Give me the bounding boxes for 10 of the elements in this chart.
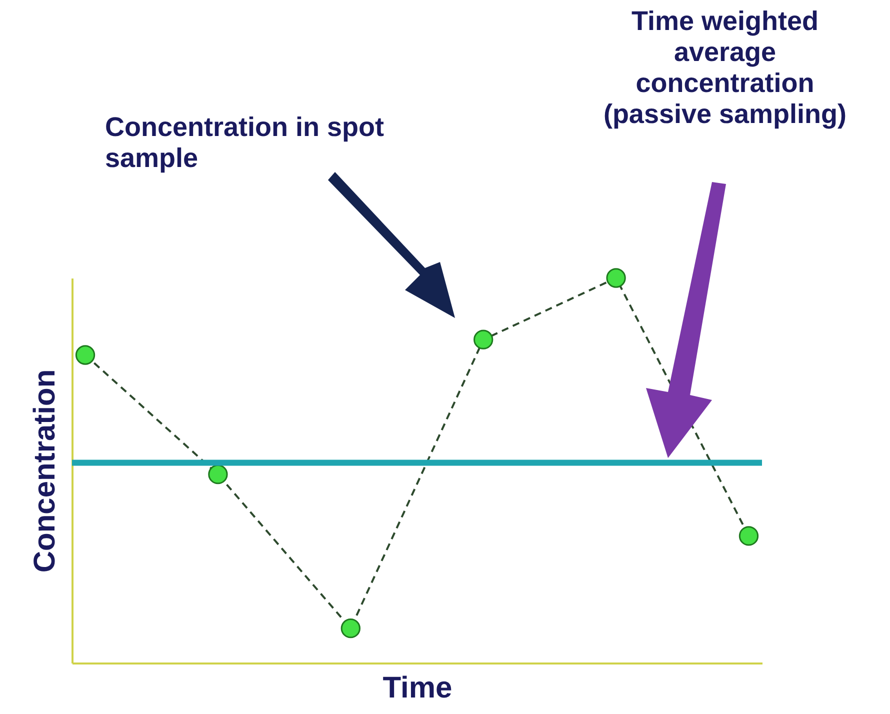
point	[738, 526, 759, 546]
text: Time weighted average concentration (passive sampling)	[602, 6, 848, 130]
point	[340, 618, 360, 638]
y-axis-title: Concentration	[28, 369, 62, 573]
point	[474, 330, 494, 350]
point	[75, 345, 96, 365]
x-axis-title: Time	[382, 672, 452, 704]
text: Concentration in spot sample	[105, 112, 385, 174]
point	[606, 268, 626, 288]
point	[208, 464, 228, 484]
